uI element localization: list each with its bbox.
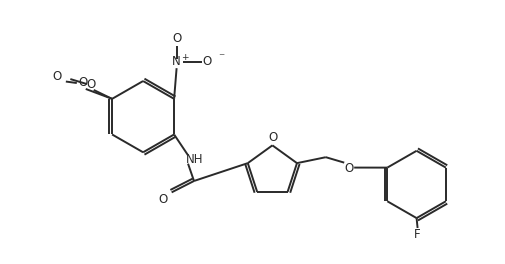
Text: O: O bbox=[203, 55, 212, 68]
Text: O: O bbox=[78, 76, 87, 88]
Text: +: + bbox=[181, 53, 189, 62]
Text: NH: NH bbox=[186, 153, 204, 166]
Text: N: N bbox=[172, 55, 181, 68]
Text: O: O bbox=[344, 162, 354, 175]
Text: F: F bbox=[414, 228, 421, 241]
Text: O: O bbox=[53, 70, 62, 83]
Text: O: O bbox=[86, 78, 95, 92]
Text: O: O bbox=[172, 32, 181, 45]
Text: O: O bbox=[159, 193, 168, 206]
Text: O: O bbox=[269, 131, 278, 144]
Text: ⁻: ⁻ bbox=[218, 51, 225, 64]
